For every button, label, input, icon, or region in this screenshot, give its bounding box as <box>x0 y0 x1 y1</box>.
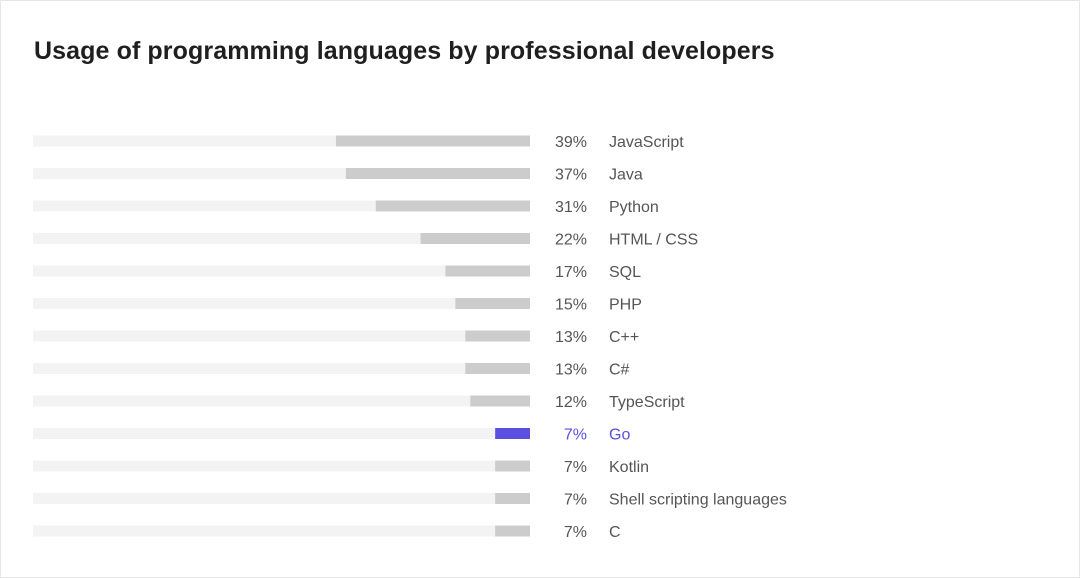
bar-html-css[interactable] <box>420 233 530 244</box>
category-label-c: C++ <box>609 329 639 346</box>
bar-track-sql <box>33 265 530 277</box>
category-label-typescript: TypeScript <box>609 394 685 411</box>
category-label-sql: SQL <box>609 264 641 281</box>
bar-shell-scripting-languages[interactable] <box>495 493 530 504</box>
bar-track-javascript <box>33 135 530 147</box>
bar-track-java <box>33 168 530 179</box>
bar-javascript[interactable] <box>335 135 530 147</box>
chart-title: Usage of programming languages by profes… <box>34 37 775 65</box>
bar-track-typescript <box>33 395 530 407</box>
value-label-c: 13% <box>555 362 587 379</box>
bar-track-html-css <box>33 233 530 244</box>
bar-track-python <box>33 200 530 212</box>
category-label-c: C <box>609 524 621 541</box>
value-label-typescript: 12% <box>555 394 587 411</box>
bar-c[interactable] <box>465 330 530 342</box>
bar-track-c <box>33 525 530 537</box>
value-label-java: 37% <box>555 167 587 184</box>
bar-php[interactable] <box>455 298 530 309</box>
bar-go[interactable] <box>495 428 530 439</box>
category-label-java: Java <box>609 167 643 184</box>
value-label-php: 15% <box>555 297 587 314</box>
value-label-html-css: 22% <box>555 232 587 249</box>
bar-track-kotlin <box>33 460 530 472</box>
category-label-kotlin: Kotlin <box>609 459 649 476</box>
value-label-python: 31% <box>555 199 587 216</box>
bar-python[interactable] <box>375 200 530 212</box>
category-label-javascript: JavaScript <box>609 134 684 151</box>
bar-track-c <box>33 330 530 342</box>
bar-kotlin[interactable] <box>495 460 530 472</box>
bar-track-c <box>33 363 530 374</box>
value-label-shell-scripting-languages: 7% <box>564 492 587 509</box>
bar-java[interactable] <box>345 168 530 179</box>
bar-track-shell-scripting-languages <box>33 493 530 504</box>
value-label-go: 7% <box>564 427 587 444</box>
bar-typescript[interactable] <box>470 395 530 407</box>
bar-c[interactable] <box>465 363 530 374</box>
category-label-python: Python <box>609 199 659 216</box>
value-label-javascript: 39% <box>555 134 587 151</box>
category-label-shell-scripting-languages: Shell scripting languages <box>609 492 787 509</box>
category-label-go: Go <box>609 427 630 444</box>
bar-track-php <box>33 298 530 309</box>
category-label-php: PHP <box>609 297 642 314</box>
value-label-c: 7% <box>564 524 587 541</box>
value-label-kotlin: 7% <box>564 459 587 476</box>
category-label-html-css: HTML / CSS <box>609 232 698 249</box>
value-label-sql: 17% <box>555 264 587 281</box>
bar-track-go <box>33 428 530 439</box>
value-label-c: 13% <box>555 329 587 346</box>
bar-sql[interactable] <box>445 265 530 277</box>
bar-c[interactable] <box>495 525 530 537</box>
category-label-c: C# <box>609 362 630 379</box>
